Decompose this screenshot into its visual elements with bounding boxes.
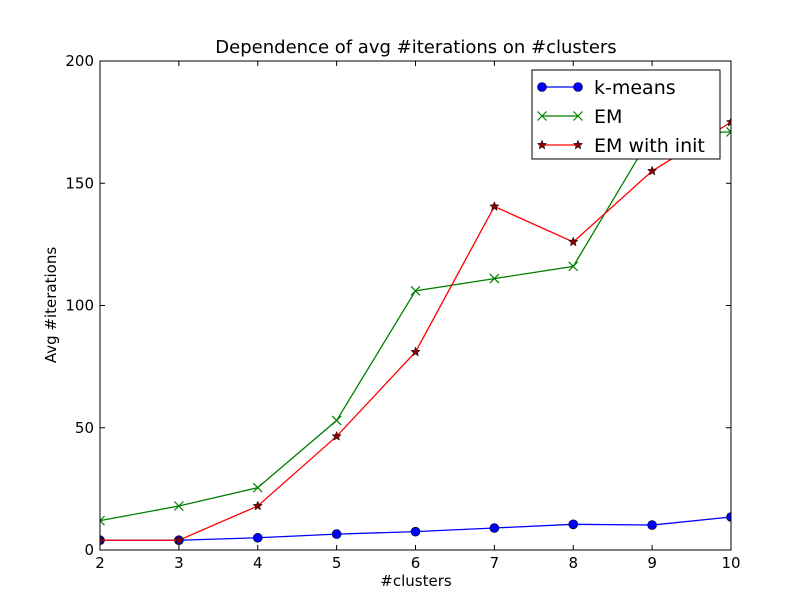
legend-marker-stroke-b [573, 111, 583, 121]
data-point-em-stroke-b [410, 285, 421, 296]
data-point-em-stroke-b [252, 482, 263, 493]
x-tick-label: 4 [253, 554, 263, 572]
data-point-em [173, 501, 184, 511]
series-layer [100, 116, 731, 546]
y-tick-label: 0 [84, 541, 94, 559]
data-point-k-means [568, 519, 579, 530]
data-point-em-with-init [173, 534, 185, 545]
data-point-em-stroke-b [100, 515, 105, 522]
legend-marker [537, 82, 547, 92]
data-point-em-stroke-b [489, 273, 500, 284]
data-point-em-stroke-b [726, 131, 731, 137]
data-point-k-means [647, 520, 657, 530]
data-point-em [331, 415, 342, 426]
data-point-k-means [331, 529, 342, 539]
legend-marker [572, 139, 584, 150]
y-tick-label: 150 [65, 174, 94, 192]
series-em [100, 126, 731, 526]
data-point-em [489, 273, 500, 284]
legend-marker-stroke-b [537, 111, 547, 121]
data-point-k-means [252, 532, 263, 543]
data-point-em-with-init [410, 346, 421, 357]
legend-label: EM with init [594, 135, 705, 157]
y-tick-label: 50 [75, 419, 94, 437]
x-axis-label: #clusters [380, 572, 452, 590]
chart-title: Dependence of avg #iterations on #cluste… [215, 37, 616, 58]
legend-marker [537, 111, 547, 121]
x-tick-label: 5 [332, 554, 342, 572]
data-point-em-with-init [252, 500, 263, 511]
data-point-k-means [726, 512, 731, 522]
data-point-em [252, 482, 263, 493]
x-tick-label: 6 [411, 554, 421, 572]
data-point-em-stroke-b [331, 415, 342, 426]
data-point-em-stroke-b [173, 501, 184, 511]
data-point-em-stroke-a [726, 126, 731, 133]
legend-item-em: EM [537, 106, 622, 128]
legend-item-em-with-init: EM with init [536, 135, 705, 157]
data-point-em-with-init [725, 116, 731, 127]
y-tick-label: 200 [65, 52, 94, 70]
data-point-em [100, 515, 105, 526]
x-tick-label: 3 [174, 554, 184, 572]
data-point-em-stroke-a [100, 519, 105, 526]
legend-marker [536, 139, 548, 150]
data-point-k-means [489, 523, 500, 533]
series-line-em [100, 131, 731, 522]
data-point-em-with-init [100, 534, 106, 545]
data-point-em [568, 261, 579, 272]
data-point-em-with-init [568, 236, 579, 247]
data-point-k-means [410, 526, 421, 537]
x-tick-label: 7 [490, 554, 500, 572]
x-tick-label: 10 [721, 554, 740, 572]
x-tick-label: 2 [95, 554, 105, 572]
data-point-em-with-init [489, 201, 500, 211]
data-point-em-with-init [646, 165, 658, 176]
legend-marker [573, 82, 583, 92]
data-point-em [726, 126, 731, 137]
data-point-em [410, 285, 421, 296]
y-axis-label: Avg #iterations [42, 247, 60, 363]
legend-box [531, 69, 721, 160]
legend-marker [573, 111, 583, 121]
series-em-with-init [100, 116, 731, 545]
legend-label: EM [594, 106, 622, 128]
series-line-em-with-init [100, 121, 731, 541]
legend: k-means EM EM with init [531, 69, 721, 160]
legend-label: k-means [594, 77, 676, 99]
data-point-em-with-init [331, 430, 342, 441]
x-tick-label: 9 [647, 554, 657, 572]
y-tick-label: 100 [65, 297, 94, 315]
series-k-means [100, 512, 731, 546]
x-tick-label: 8 [568, 554, 578, 572]
data-point-em-stroke-b [568, 261, 579, 272]
legend-item-k-means: k-means [537, 77, 676, 99]
